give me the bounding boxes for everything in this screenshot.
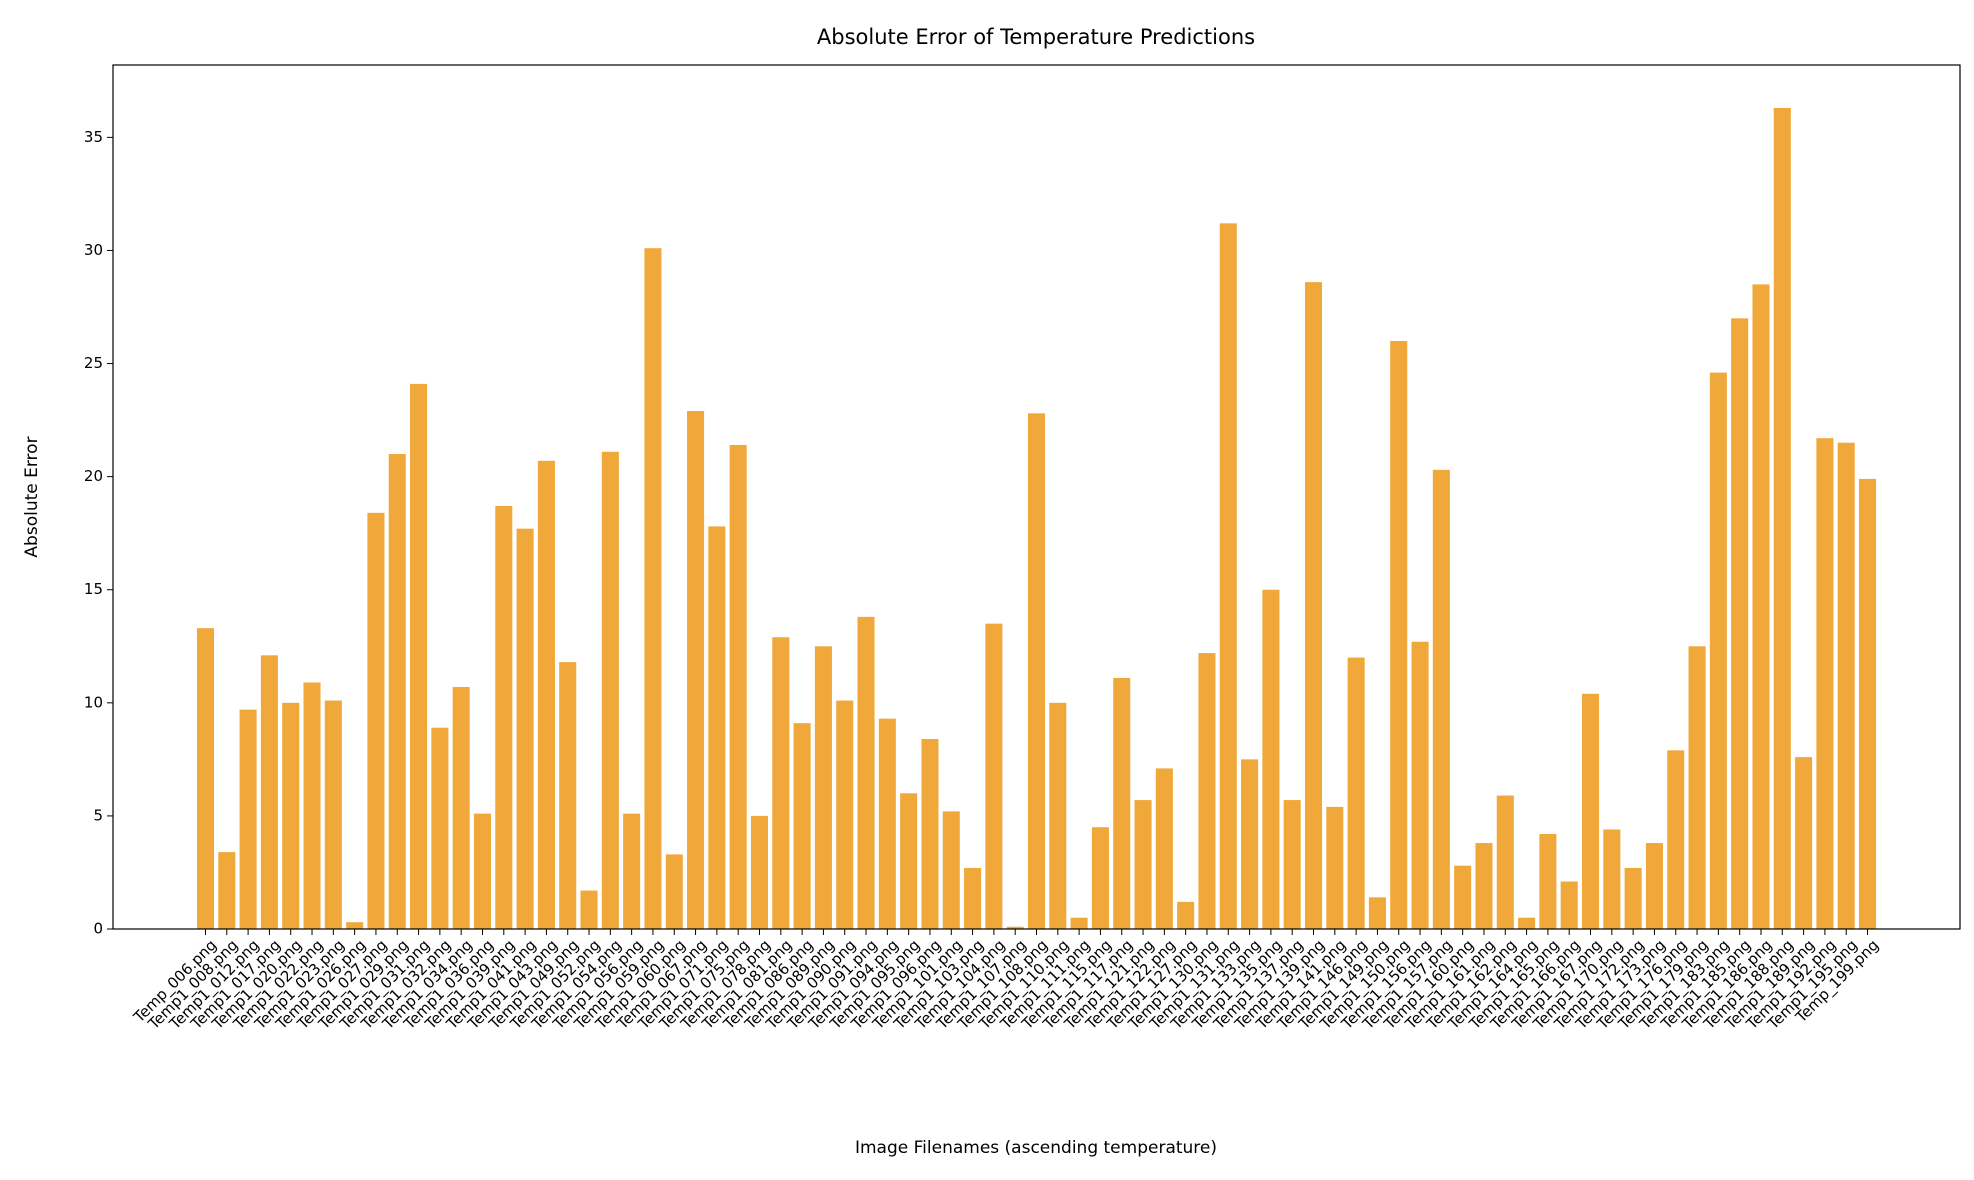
bar [878, 718, 896, 929]
bar [836, 700, 854, 929]
bar [665, 854, 683, 929]
bar [1709, 372, 1727, 930]
bar [1752, 284, 1770, 929]
bar [559, 662, 577, 929]
bar [687, 411, 705, 929]
bar [388, 454, 406, 929]
bar [324, 700, 342, 929]
bar [1219, 223, 1237, 930]
y-tick-label: 15 [84, 580, 103, 598]
bar [1454, 865, 1472, 929]
bar [1368, 897, 1386, 929]
bar [303, 682, 321, 929]
bar [473, 813, 492, 929]
y-tick-label: 35 [84, 128, 103, 146]
bar [921, 739, 939, 929]
bar [1816, 438, 1834, 929]
bar [282, 702, 300, 929]
y-axis-label: Absolute Error [22, 436, 42, 557]
y-tick-label: 10 [84, 693, 103, 711]
bar [1070, 917, 1088, 929]
bar [1390, 340, 1408, 930]
bar [857, 616, 875, 929]
bar [580, 890, 598, 929]
bar [537, 460, 555, 929]
bar [1262, 589, 1280, 929]
bar [964, 867, 982, 929]
bar [1773, 107, 1791, 930]
y-tick-label: 0 [93, 920, 103, 938]
bar [516, 528, 534, 929]
bar [1539, 834, 1557, 929]
bar [367, 512, 385, 929]
x-axis-label: Image Filenames (ascending temperature) [855, 1138, 1217, 1158]
bar [750, 815, 769, 929]
bar [1027, 413, 1046, 929]
bar [900, 793, 918, 929]
bar [1496, 795, 1514, 929]
bar [1475, 843, 1493, 929]
bar [708, 526, 726, 929]
bar [1603, 829, 1621, 929]
y-tick-label: 30 [84, 241, 103, 259]
chart-title: Absolute Error of Temperature Prediction… [817, 25, 1255, 49]
bar [1326, 806, 1344, 929]
bar [1837, 442, 1855, 929]
bar [793, 723, 811, 929]
bar [644, 248, 662, 929]
bar [346, 922, 364, 929]
bar [218, 852, 236, 929]
bar [1645, 843, 1663, 929]
bar [1134, 800, 1152, 929]
bar [196, 628, 215, 929]
bar [1198, 653, 1216, 929]
bar [431, 727, 449, 929]
bar [1091, 827, 1109, 929]
bar [260, 655, 278, 929]
bar [1858, 478, 1877, 929]
bar [1155, 768, 1173, 929]
y-tick-label: 25 [84, 354, 103, 372]
bar [1731, 318, 1749, 930]
bar [1667, 750, 1685, 929]
bar [772, 637, 790, 929]
plot-frame [112, 64, 1961, 930]
bar [1432, 469, 1450, 929]
bar [1411, 641, 1429, 929]
bar [410, 383, 428, 929]
bar [1581, 693, 1600, 929]
bar [1795, 757, 1813, 929]
bar [1688, 646, 1706, 929]
bar [1283, 800, 1301, 929]
bar [1177, 901, 1195, 929]
bar [452, 686, 470, 929]
bar [1560, 881, 1578, 929]
bar [814, 646, 832, 929]
y-tick-label: 20 [84, 467, 103, 485]
bar [985, 623, 1003, 929]
bar [1113, 677, 1131, 929]
bar [1347, 657, 1365, 929]
bar [1304, 282, 1323, 930]
bar [623, 813, 641, 929]
bar [1518, 917, 1536, 929]
y-tick-label: 5 [93, 806, 103, 824]
bar [495, 506, 513, 929]
bar [1049, 702, 1067, 929]
bar [1006, 926, 1024, 929]
bar [1624, 867, 1642, 929]
bar [1241, 759, 1259, 929]
bar [239, 709, 257, 929]
bar [942, 811, 960, 929]
bar [729, 444, 747, 929]
bar [601, 451, 619, 929]
